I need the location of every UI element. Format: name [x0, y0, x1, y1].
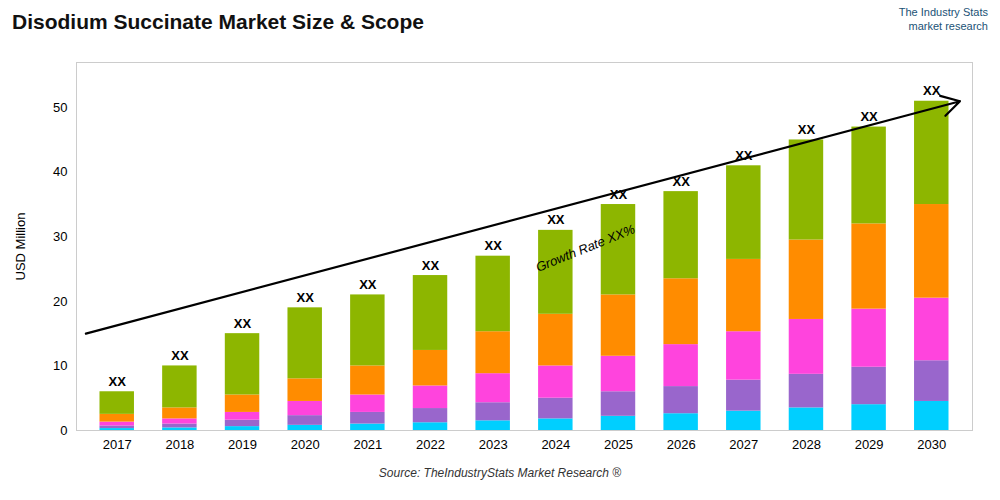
svg-text:XX: XX [234, 316, 252, 331]
svg-text:2022: 2022 [416, 437, 445, 452]
svg-text:50: 50 [53, 100, 67, 115]
svg-text:2020: 2020 [291, 437, 320, 452]
svg-text:2029: 2029 [855, 437, 884, 452]
svg-text:2017: 2017 [103, 437, 132, 452]
svg-text:40: 40 [53, 164, 67, 179]
svg-text:2025: 2025 [604, 437, 633, 452]
html-text:Source: TheIndustryStats Marke: Source: TheIndustryStats Market Research… [378, 466, 622, 480]
svg-text:XX: XX [798, 122, 816, 137]
svg-text:2028: 2028 [792, 437, 821, 452]
svg-text:XX: XX [171, 348, 189, 363]
svg-text:0: 0 [60, 423, 67, 438]
svg-text:20: 20 [53, 294, 67, 309]
svg-text:2018: 2018 [165, 437, 194, 452]
svg-text:2027: 2027 [729, 437, 758, 452]
svg-text:XX: XX [547, 212, 565, 227]
svg-text:XX: XX [297, 290, 315, 305]
svg-text:Growth Rate XX%: Growth Rate XX% [534, 221, 637, 274]
svg-text:XX: XX [672, 173, 690, 189]
html-text:The Industry Stats market rese: The Industry Stats market research [898, 6, 988, 32]
svg-text:10: 10 [53, 358, 67, 373]
svg-text:2026: 2026 [667, 437, 696, 452]
svg-text:2023: 2023 [479, 437, 508, 452]
svg-text:XX: XX [923, 83, 941, 98]
svg-text:USD Million: USD Million [13, 213, 28, 281]
html-text:Disodium Succinate Market Size: Disodium Succinate Market Size & Scope [12, 10, 424, 33]
svg-text:XX: XX [422, 258, 440, 273]
svg-text:2030: 2030 [917, 437, 946, 452]
svg-text:XX: XX [860, 109, 878, 124]
svg-text:XX: XX [109, 374, 127, 389]
svg-text:XX: XX [484, 238, 502, 253]
svg-text:XX: XX [359, 277, 377, 292]
svg-text:2021: 2021 [353, 437, 382, 452]
svg-text:2024: 2024 [541, 437, 570, 452]
svg-text:30: 30 [53, 229, 67, 244]
svg-text:XX: XX [609, 186, 628, 202]
svg-text:XX: XX [735, 147, 753, 163]
svg-text:2019: 2019 [228, 437, 257, 452]
